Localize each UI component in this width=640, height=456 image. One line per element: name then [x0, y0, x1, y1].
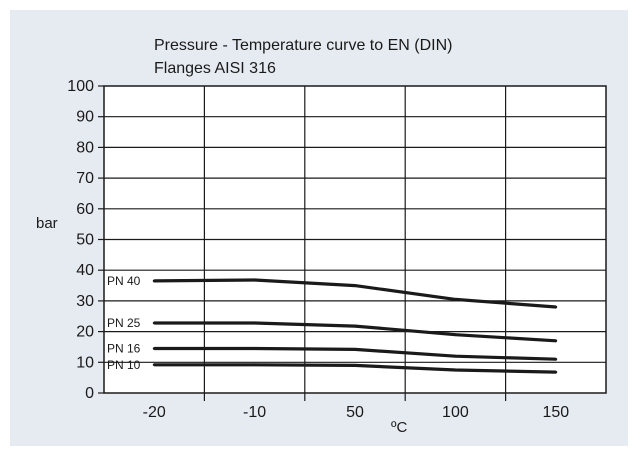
- y-tick-label: 10: [76, 354, 94, 371]
- x-tick-label: 150: [542, 404, 569, 421]
- data-point: [353, 324, 357, 328]
- data-point: [554, 370, 558, 374]
- data-point: [353, 363, 357, 367]
- series-label: PN 40: [107, 274, 141, 288]
- data-point: [454, 333, 457, 337]
- data-point: [152, 347, 156, 350]
- y-tick-label: 0: [85, 385, 94, 402]
- data-point: [454, 368, 457, 372]
- data-point: [454, 354, 457, 358]
- data-point: [554, 339, 558, 343]
- y-tick-label: 60: [76, 201, 94, 218]
- series-label: PN 25: [107, 316, 141, 330]
- chart-title: Pressure - Temperature curve to EN (DIN): [154, 37, 452, 54]
- data-point: [554, 357, 558, 361]
- x-tick-label: -20: [143, 404, 166, 421]
- data-point: [253, 278, 256, 282]
- series-label: PN 16: [107, 341, 141, 355]
- y-tick-label: 90: [76, 109, 94, 126]
- data-point: [353, 284, 357, 287]
- data-point: [253, 363, 256, 367]
- x-tick-label: -10: [243, 404, 266, 421]
- data-point: [454, 297, 457, 301]
- y-tick-label: 40: [76, 262, 94, 279]
- y-tick-label: 30: [76, 293, 94, 310]
- data-point: [152, 279, 156, 283]
- y-tick-label: 50: [76, 232, 94, 249]
- data-point: [554, 305, 558, 309]
- y-tick-label: 20: [76, 324, 94, 341]
- data-point: [253, 347, 256, 350]
- y-axis-label: bar: [36, 215, 58, 232]
- data-point: [152, 321, 156, 325]
- y-tick-label: 100: [67, 78, 94, 95]
- data-point: [353, 348, 357, 351]
- series-label: PN 10: [107, 358, 141, 372]
- y-tick-label: 70: [76, 170, 94, 187]
- data-point: [152, 363, 156, 367]
- data-point: [253, 321, 256, 325]
- chart-subtitle: Flanges AISI 316: [154, 60, 276, 77]
- x-axis-label: ºC: [391, 419, 407, 436]
- x-tick-label: 50: [346, 404, 364, 421]
- y-tick-label: 80: [76, 139, 94, 156]
- x-tick-label: 100: [442, 404, 469, 421]
